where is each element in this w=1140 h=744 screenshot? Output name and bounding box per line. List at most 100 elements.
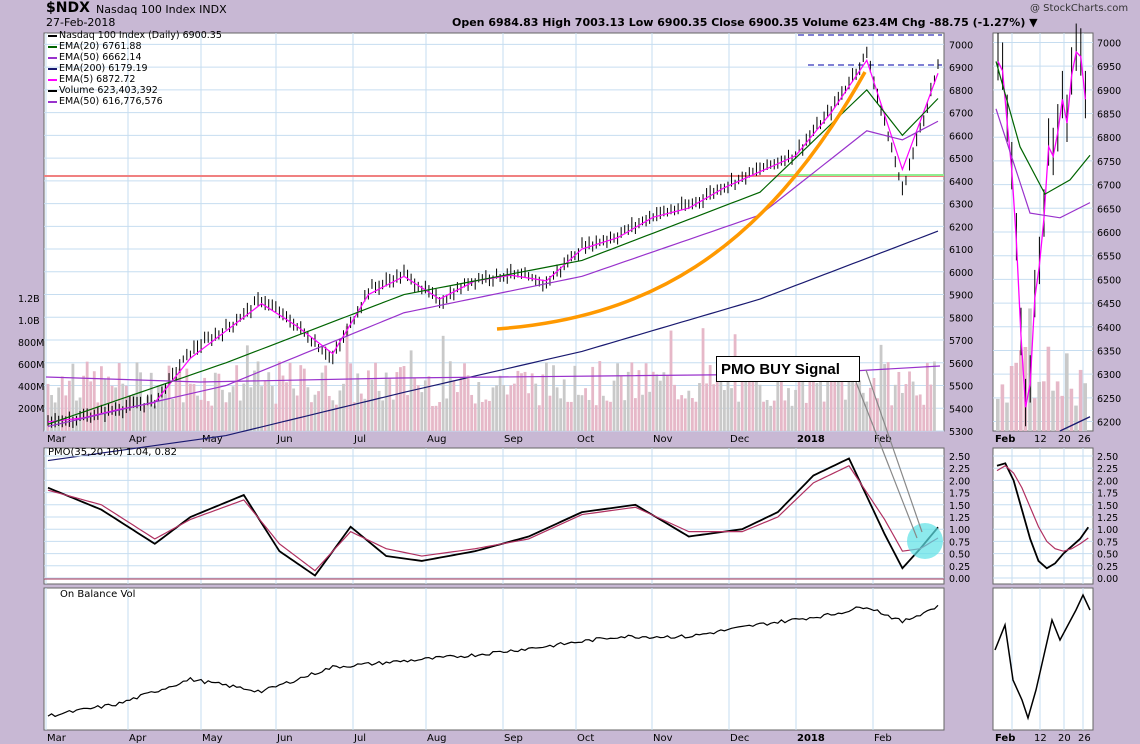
volume-bar	[840, 380, 844, 431]
price-y-tick-label: 6200	[949, 222, 973, 233]
pmo-label: PMO(35,20,10) 1.04, 0.82	[48, 447, 177, 458]
volume-bar	[730, 388, 733, 431]
side-pmo-y-tick-label: 0.75	[1097, 537, 1118, 548]
volume-bar	[434, 405, 438, 431]
side-pmo-y-tick-label: 0.25	[1097, 562, 1118, 573]
x-tick-label-bottom: Mar	[47, 733, 67, 744]
volume-bar	[755, 367, 758, 431]
side-volume-bar	[1005, 402, 1009, 431]
volume-bar	[744, 370, 748, 431]
pmo-y-tick-label: 0.25	[949, 562, 970, 573]
volume-bar	[534, 383, 538, 431]
x-tick-label: Mar	[47, 434, 67, 445]
volume-bar	[637, 370, 641, 431]
side-x-tick-label-bottom: 20	[1058, 733, 1071, 744]
side-y-tick-label: 6400	[1097, 323, 1121, 334]
volume-bar	[893, 384, 897, 431]
volume-bar	[85, 361, 89, 431]
side-y-tick-label: 6300	[1097, 370, 1121, 381]
volume-bar	[562, 379, 566, 431]
volume-bar	[374, 362, 377, 431]
price-y-tick-label: 6000	[949, 268, 973, 279]
side-volume-bar	[1046, 346, 1051, 431]
volume-bar	[317, 391, 320, 431]
legend-volume: Volume 623,403,392	[48, 85, 158, 96]
side-obv-line	[994, 593, 1091, 721]
volume-bar	[861, 392, 865, 431]
volume-bar	[181, 402, 185, 431]
volume-bar	[370, 379, 374, 431]
volume-bar	[352, 402, 356, 431]
volume-bar	[174, 376, 178, 431]
x-tick-label-bottom: Aug	[427, 733, 447, 744]
x-tick-label: Aug	[427, 434, 447, 445]
volume-bar	[313, 394, 317, 431]
volume-bar	[473, 403, 477, 431]
pmo-y-tick-label: 1.50	[949, 501, 970, 512]
volume-bar	[238, 400, 242, 431]
volume-bar	[648, 391, 652, 431]
volume-bar	[626, 371, 630, 431]
volume-bar	[815, 383, 819, 431]
callout-arrow	[855, 381, 918, 539]
volume-tick-label: 1.2B	[18, 294, 40, 305]
side-y-tick-label: 6450	[1097, 299, 1121, 310]
volume-bar	[416, 385, 420, 431]
volume-bar	[253, 370, 256, 431]
volume-bar	[64, 395, 68, 431]
side-pmo-signal-line	[996, 465, 1089, 552]
volume-bar	[498, 375, 502, 431]
volume-bar	[751, 370, 755, 431]
side-volume-bar	[1060, 395, 1064, 431]
volume-bar	[587, 399, 591, 431]
ema-line-ema200	[47, 230, 939, 462]
volume-bar	[509, 385, 513, 431]
side-x-tick-label: Feb	[995, 434, 1015, 445]
volume-bar	[146, 396, 150, 431]
volume-bar	[826, 364, 830, 431]
volume-bar	[676, 399, 680, 431]
legend-price: Nasdaq 100 Index (Daily) 6900.35	[48, 30, 222, 41]
volume-bar	[601, 395, 605, 431]
volume-bar	[598, 361, 602, 431]
side-pmo-y-tick-label: 0.00	[1097, 574, 1118, 585]
volume-bar	[794, 389, 797, 431]
volume-bar	[552, 365, 555, 431]
volume-bar	[221, 389, 224, 431]
volume-bar	[908, 371, 911, 431]
price-y-tick-label: 5300	[949, 427, 973, 438]
volume-bar	[594, 405, 598, 431]
volume-bar	[466, 375, 470, 431]
volume-bar	[448, 361, 452, 431]
volume-bar	[605, 400, 609, 431]
pmo-y-tick-label: 0.00	[949, 574, 970, 585]
volume-bar	[797, 366, 801, 431]
ema-line-ema20	[47, 88, 939, 425]
pmo-y-tick-label: 2.50	[949, 452, 970, 463]
volume-bar	[901, 392, 904, 431]
volume-bar	[384, 372, 388, 431]
volume-bar	[541, 374, 545, 431]
x-tick-label: Apr	[129, 434, 147, 445]
side-volume-bar	[1083, 383, 1087, 431]
volume-bar	[249, 387, 253, 431]
volume-bar	[555, 387, 559, 431]
side-volume-bar	[1078, 369, 1083, 431]
x-tick-label: Nov	[653, 434, 673, 445]
x-tick-label: Feb	[874, 434, 892, 445]
x-tick-label: May	[202, 434, 223, 445]
volume-bar	[160, 385, 164, 431]
volume-bar	[295, 395, 299, 431]
volume-bar	[737, 401, 741, 431]
volume-bar	[356, 373, 360, 431]
volume-bar	[495, 385, 498, 431]
side-pmo-y-tick-label: 2.00	[1097, 476, 1118, 487]
x-tick-label-bottom: Apr	[129, 733, 147, 744]
volume-bar	[391, 399, 395, 431]
volume-bar	[537, 405, 541, 431]
volume-bar	[669, 330, 673, 431]
volume-bar	[925, 362, 929, 431]
volume-bar	[701, 328, 705, 431]
volume-bar	[60, 376, 64, 431]
